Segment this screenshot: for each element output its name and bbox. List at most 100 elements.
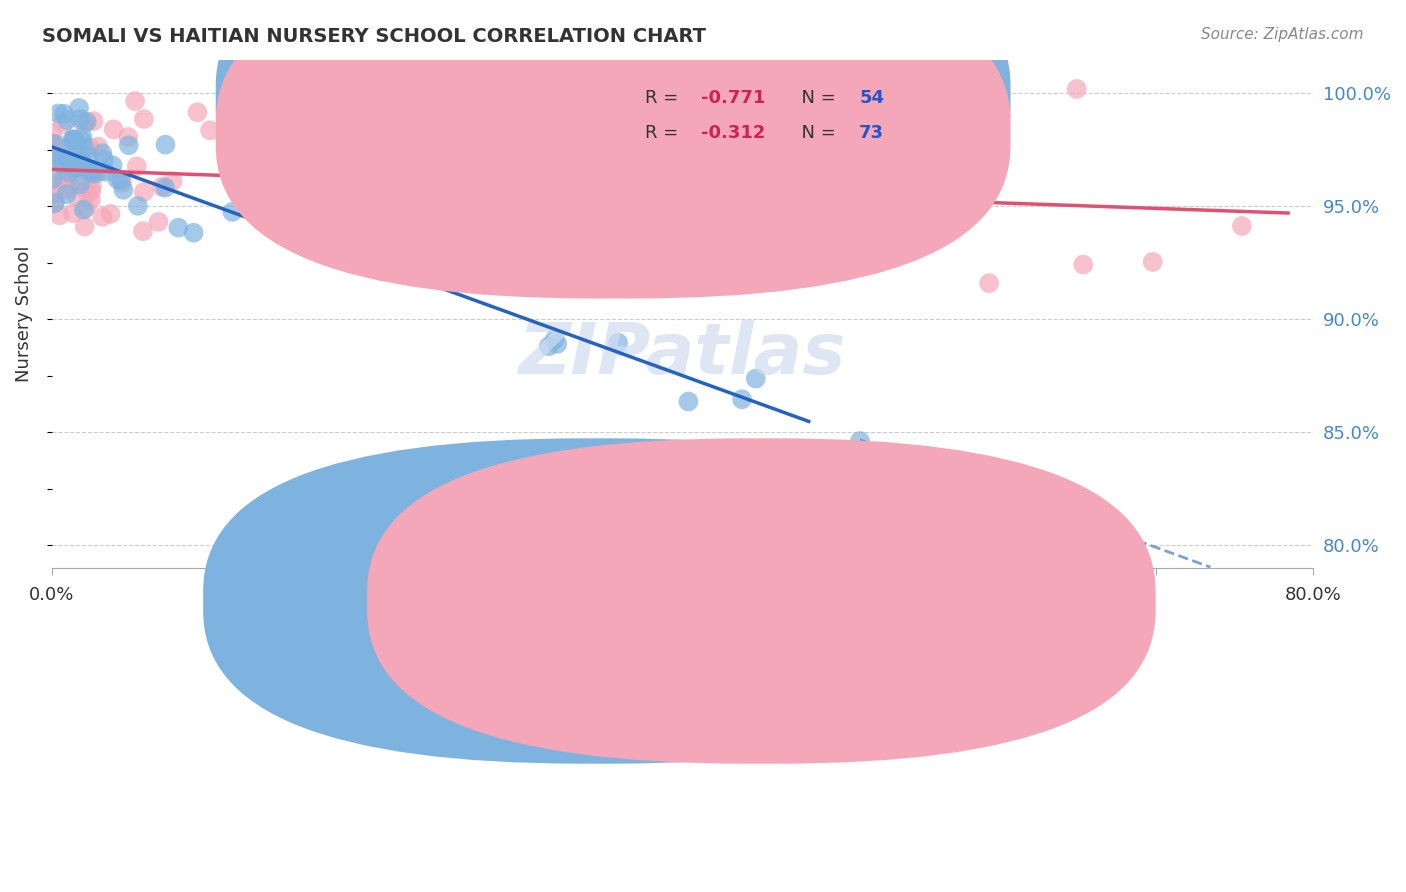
Point — [44, 153, 66, 167]
Point — [42, 136, 65, 151]
Point — [73, 116, 96, 130]
Point — [247, 193, 270, 207]
Point — [72, 129, 94, 144]
Point — [67, 101, 90, 115]
Point — [73, 158, 96, 172]
Point — [83, 114, 105, 128]
Point — [162, 174, 184, 188]
Point — [80, 194, 103, 208]
Point — [55, 187, 77, 202]
Point — [112, 183, 135, 197]
Point — [75, 201, 97, 215]
Point — [467, 142, 489, 156]
Point — [948, 214, 970, 228]
Point — [51, 173, 73, 187]
Point — [60, 132, 83, 146]
Point — [868, 181, 890, 195]
Point — [186, 105, 208, 120]
Point — [73, 141, 96, 155]
Point — [44, 136, 66, 151]
Text: -0.312: -0.312 — [702, 124, 766, 143]
Point — [58, 165, 80, 179]
FancyBboxPatch shape — [367, 438, 1156, 764]
Point — [80, 185, 103, 199]
Point — [77, 149, 100, 163]
Point — [807, 186, 830, 200]
Text: Haitians: Haitians — [796, 590, 863, 607]
Point — [63, 135, 86, 149]
Point — [377, 137, 399, 152]
Point — [41, 126, 63, 140]
Point — [42, 197, 65, 211]
Point — [404, 134, 426, 148]
Point — [790, 231, 813, 245]
Point — [73, 202, 96, 217]
Point — [650, 161, 672, 176]
Point — [69, 153, 91, 168]
Point — [91, 210, 114, 224]
Point — [69, 178, 91, 192]
Point — [103, 122, 125, 136]
Point — [49, 143, 72, 157]
FancyBboxPatch shape — [215, 0, 1011, 299]
Point — [849, 434, 872, 448]
Point — [62, 133, 84, 147]
Point — [56, 152, 79, 166]
Point — [155, 180, 177, 194]
Point — [66, 189, 89, 203]
Text: SOMALI VS HAITIAN NURSERY SCHOOL CORRELATION CHART: SOMALI VS HAITIAN NURSERY SCHOOL CORRELA… — [42, 27, 706, 45]
Point — [110, 173, 132, 187]
Point — [89, 164, 111, 178]
Point — [48, 208, 70, 222]
Point — [281, 186, 304, 200]
Text: N =: N = — [790, 88, 841, 107]
Point — [52, 157, 75, 171]
Point — [62, 139, 84, 153]
Point — [745, 371, 768, 385]
Text: N =: N = — [790, 124, 841, 143]
Point — [915, 227, 938, 242]
Point — [76, 185, 98, 199]
Point — [69, 112, 91, 126]
Point — [91, 146, 114, 161]
Point — [41, 151, 63, 165]
Point — [838, 181, 860, 195]
Point — [627, 240, 650, 254]
Point — [1230, 219, 1253, 233]
FancyBboxPatch shape — [215, 0, 1011, 263]
Point — [66, 176, 89, 190]
Point — [132, 224, 155, 238]
Point — [101, 158, 124, 172]
Text: 0.0%: 0.0% — [30, 586, 75, 604]
Point — [384, 142, 406, 156]
Point — [132, 112, 155, 126]
FancyBboxPatch shape — [202, 438, 991, 764]
Point — [62, 161, 84, 175]
Point — [572, 140, 595, 154]
Y-axis label: Nursery School: Nursery School — [15, 245, 32, 382]
Point — [70, 134, 93, 148]
Point — [79, 164, 101, 178]
Point — [1066, 82, 1088, 96]
Point — [53, 107, 76, 121]
Text: R =: R = — [645, 88, 683, 107]
Point — [87, 139, 110, 153]
Point — [239, 166, 262, 180]
Point — [183, 226, 205, 240]
Point — [851, 191, 873, 205]
Point — [52, 152, 75, 166]
Text: 54: 54 — [859, 88, 884, 107]
Point — [132, 185, 155, 199]
Point — [80, 165, 103, 179]
Point — [111, 176, 134, 190]
Point — [229, 187, 252, 202]
Point — [42, 172, 65, 186]
Point — [42, 186, 65, 201]
Point — [979, 276, 1001, 290]
Point — [409, 211, 432, 225]
Point — [62, 132, 84, 146]
Point — [49, 184, 72, 198]
Point — [70, 161, 93, 175]
Point — [222, 152, 245, 166]
Point — [44, 195, 66, 210]
